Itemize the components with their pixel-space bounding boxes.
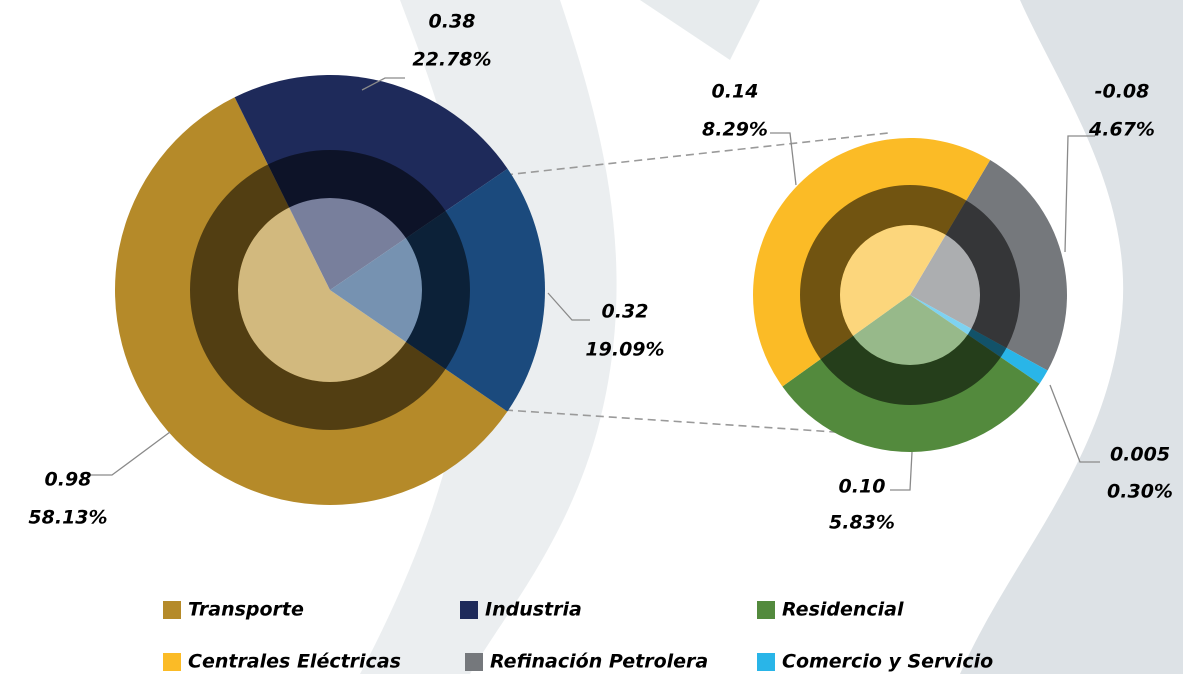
legend-item: Comercio y Servicio	[757, 651, 993, 673]
legend-label: Centrales Eléctricas	[188, 651, 401, 673]
page: {"chart_data": {"type": "pie-of-pie", "p…	[0, 0, 1183, 674]
legend-item: Refinación Petrolera	[465, 651, 708, 673]
leader-line	[1065, 136, 1095, 252]
leader-line	[90, 432, 170, 475]
legend-swatch	[757, 653, 775, 671]
percent-label: 4.67%	[1088, 119, 1155, 141]
value-label: 0.98	[45, 469, 92, 491]
percent-label: 58.13%	[28, 507, 107, 529]
value-label: 0.10	[839, 476, 886, 498]
leader-line	[890, 452, 912, 490]
value-label: 0.005	[1110, 444, 1170, 466]
percent-label: 0.30%	[1107, 481, 1173, 503]
legend-label: Residencial	[782, 599, 904, 621]
value-label: -0.08	[1095, 81, 1150, 103]
legend-label: Transporte	[188, 599, 304, 621]
legend-item: Centrales Eléctricas	[163, 651, 401, 673]
pie	[753, 138, 1067, 452]
legend-item: Residencial	[757, 599, 904, 621]
legend-item: Transporte	[163, 599, 304, 621]
chart: 0.98 58.13% 0.38 22.78% 0.32 19.09% -0.08 4.67%…	[0, 0, 1183, 674]
value-label: 0.32	[602, 301, 649, 323]
legend-swatch	[465, 653, 483, 671]
legend-swatch	[163, 653, 181, 671]
legend-label: Refinación Petrolera	[490, 651, 708, 673]
percent-label: 5.83%	[829, 512, 895, 534]
legend-label: Comercio y Servicio	[782, 651, 993, 673]
value-label: 0.14	[712, 81, 759, 103]
percent-label: 22.78%	[412, 49, 491, 71]
percent-label: 19.09%	[585, 339, 664, 361]
pie	[115, 75, 545, 505]
percent-label: 8.29%	[702, 119, 768, 141]
legend-label: Industria	[485, 599, 582, 621]
legend-swatch	[460, 601, 478, 619]
leader-line	[770, 133, 796, 185]
legend-swatch	[163, 601, 181, 619]
legend-swatch	[757, 601, 775, 619]
inner-disc	[238, 198, 422, 382]
inner-disc	[840, 225, 980, 365]
value-label: 0.38	[429, 11, 476, 33]
